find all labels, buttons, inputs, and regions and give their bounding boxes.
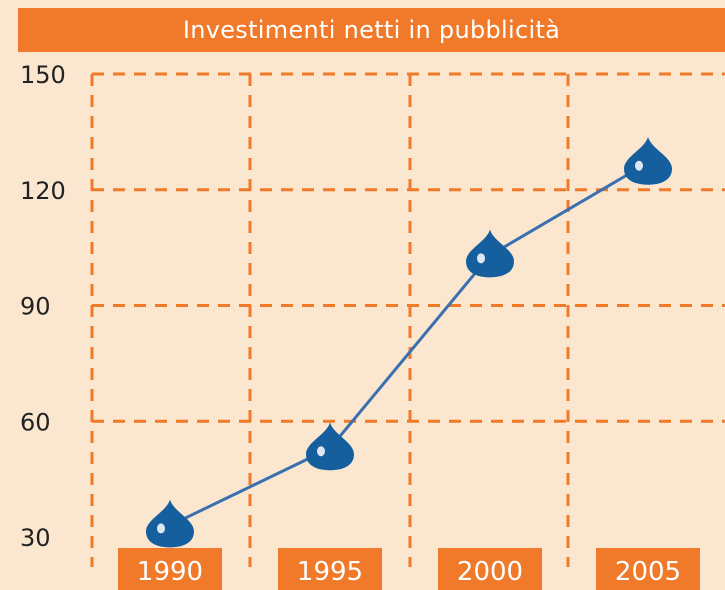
x-category-label: 1995 bbox=[297, 557, 363, 587]
drop-highlight bbox=[157, 523, 165, 534]
y-tick-label: 150 bbox=[20, 61, 66, 89]
drop-marker bbox=[466, 229, 514, 278]
y-tick-label: 30 bbox=[20, 524, 51, 552]
x-category-label: 1990 bbox=[137, 557, 203, 587]
category-box-1990 bbox=[118, 548, 222, 590]
drop-marker bbox=[624, 136, 672, 185]
y-tick-label: 60 bbox=[20, 408, 51, 436]
x-category-label: 2000 bbox=[457, 557, 523, 587]
y-tick-label: 120 bbox=[20, 177, 66, 205]
data-point-1995 bbox=[306, 422, 354, 471]
series-line bbox=[169, 161, 649, 527]
category-box-2000 bbox=[438, 548, 542, 590]
series bbox=[146, 136, 672, 548]
x-axis-categories: 1990 1995 2000 2005 bbox=[118, 548, 700, 590]
data-point-1990 bbox=[146, 499, 194, 548]
drop-marker bbox=[306, 422, 354, 471]
drop-highlight bbox=[317, 446, 325, 457]
drop-marker bbox=[146, 499, 194, 548]
category-box-2005 bbox=[596, 548, 700, 590]
chart-title: Investimenti netti in pubblicità bbox=[18, 8, 725, 52]
data-point-2005 bbox=[624, 136, 672, 185]
x-category-label: 2005 bbox=[615, 557, 681, 587]
y-tick-label: 90 bbox=[20, 293, 51, 321]
drop-highlight bbox=[477, 253, 485, 264]
data-point-2000 bbox=[466, 229, 514, 278]
drop-highlight bbox=[635, 160, 643, 171]
category-box-1995 bbox=[278, 548, 382, 590]
grid bbox=[90, 72, 725, 567]
y-axis-ticks: 30 60 90 120 150 bbox=[20, 61, 66, 552]
